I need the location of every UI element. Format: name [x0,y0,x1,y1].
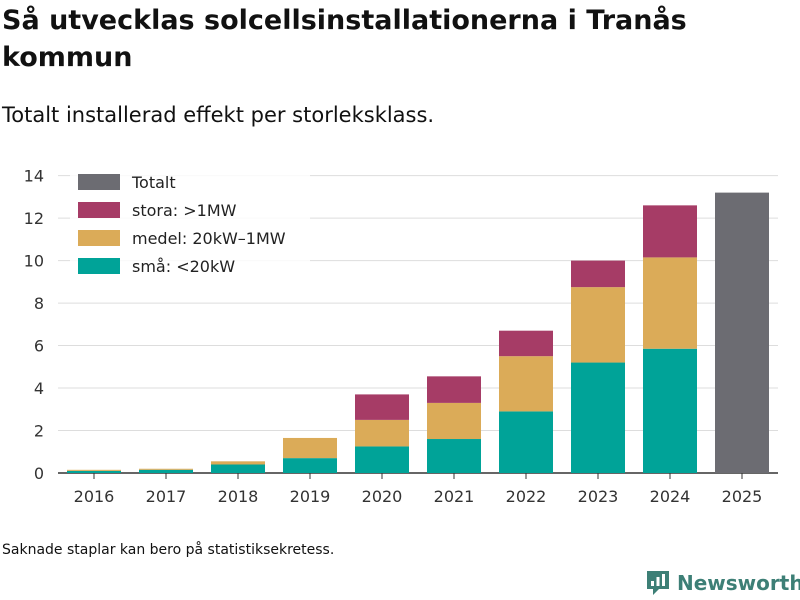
bar-2017-små [139,469,193,473]
legend-label: medel: 20kW–1MW [132,229,286,248]
y-tick-label: 10 [24,252,44,271]
y-axis-ticks: 0 2 4 6 8 10 12 14 [24,167,44,483]
legend-label: Totalt [131,173,176,192]
x-tick-label: 2021 [434,487,475,506]
bar-2021-små [427,439,481,473]
x-tick-label: 2019 [290,487,331,506]
bar-2023-små [571,362,625,473]
legend: Totalt stora: >1MW medel: 20kW–1MW små: <20… [70,170,310,282]
legend-label: stora: >1MW [132,201,237,220]
bar-2023-stora [571,260,625,288]
legend-label: små: <20kW [132,257,235,276]
bar-2020-små [355,446,409,473]
bars [67,192,769,473]
bar-2024-stora [643,205,697,258]
bar-2017-medel [139,468,193,470]
legend-swatch [78,202,120,218]
bar-2019-små [283,458,337,473]
bar-2021-stora [427,376,481,403]
bar-2023-medel [571,287,625,363]
x-tick-label: 2017 [146,487,187,506]
bar-2019-medel [283,437,337,459]
bar-2022-medel [499,356,553,412]
bar-2025-totalt [715,192,769,473]
x-tick-label: 2018 [218,487,259,506]
y-tick-label: 6 [34,337,44,356]
y-tick-label: 2 [34,422,44,441]
newsworthy-logo-icon [647,571,669,595]
bar-2018-medel [211,461,265,465]
bar-2020-stora [355,394,409,420]
x-tick-label: 2020 [362,487,403,506]
bar-2022-stora [499,330,553,357]
y-tick-label: 12 [24,209,44,228]
x-tick-label: 2024 [650,487,691,506]
chart-subtitle: Totalt installerad effekt per storlekskl… [2,103,435,127]
y-tick-label: 0 [34,464,44,483]
bar-2016-medel [67,469,121,471]
y-tick-label: 4 [34,379,44,398]
x-tick-label: 2023 [578,487,619,506]
bar-2022-små [499,411,553,473]
bar-2020-medel [355,419,409,447]
x-tick-label: 2025 [722,487,763,506]
chart-title: Så utvecklas solcellsinstallationerna i … [2,5,687,73]
bar-2024-små [643,348,697,473]
footnote: Saknade staplar kan bero på statistiksek… [2,542,335,558]
bar-2018-små [211,464,265,473]
x-tick-label: 2016 [74,487,115,506]
legend-swatch [78,258,120,274]
bar-2021-medel [427,402,481,440]
legend-swatch [78,230,120,246]
stacked-bar-chart: 0 2 4 6 8 10 12 14 2016 2017 2018 2019 2020 2021 2022… [24,167,778,506]
bar-2016-små [67,470,121,473]
y-tick-label: 8 [34,294,44,313]
bar-2024-medel [643,257,697,349]
x-axis-ticks: 2016 2017 2018 2019 2020 2021 2022 2023 2024 2025 [74,473,763,506]
newsworthy-logo[interactable]: Newsworthy [645,568,800,598]
legend-swatch [78,174,120,190]
y-tick-label: 14 [24,167,44,186]
x-tick-label: 2022 [506,487,547,506]
brand-name: Newsworthy [677,571,800,595]
